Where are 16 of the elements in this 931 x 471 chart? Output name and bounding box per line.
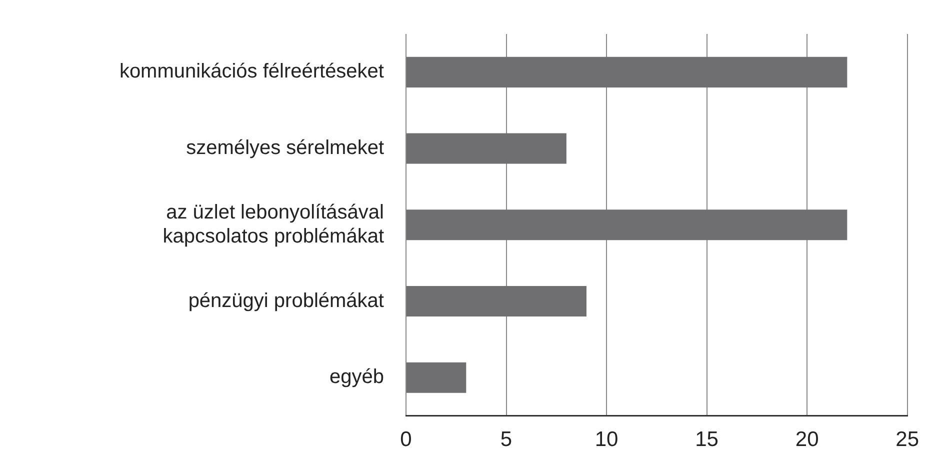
bar — [406, 286, 586, 317]
y-tick-label: pénzügyi problémákat — [188, 290, 384, 312]
x-tick-label: 0 — [400, 428, 412, 452]
y-tick-label: az üzlet lebonyolításával kapcsolatos problémákat — [162, 201, 384, 248]
y-tick-label: személyes sérelmeket — [186, 137, 384, 160]
y-tick-label: kommunikációs félreértéseket — [119, 60, 384, 83]
bar — [406, 210, 848, 240]
x-tick-label: 10 — [594, 428, 618, 452]
bar — [406, 362, 466, 393]
x-tick-label: 25 — [896, 428, 919, 452]
y-tick-label: egyéb — [330, 366, 384, 388]
x-tick-label: 20 — [795, 428, 819, 452]
x-tick-label: 5 — [500, 428, 512, 452]
bar — [406, 133, 566, 164]
bar — [406, 56, 848, 88]
x-tick-label: 15 — [695, 428, 718, 452]
